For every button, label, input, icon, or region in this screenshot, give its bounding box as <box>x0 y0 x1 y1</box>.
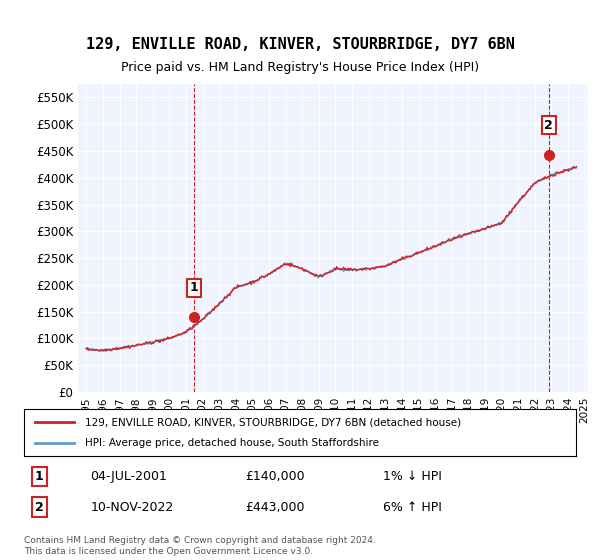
Text: 129, ENVILLE ROAD, KINVER, STOURBRIDGE, DY7 6BN (detached house): 129, ENVILLE ROAD, KINVER, STOURBRIDGE, … <box>85 417 461 427</box>
Text: 04-JUL-2001: 04-JUL-2001 <box>90 470 167 483</box>
Text: 1: 1 <box>190 281 198 295</box>
Text: 2: 2 <box>35 501 44 514</box>
Text: Price paid vs. HM Land Registry's House Price Index (HPI): Price paid vs. HM Land Registry's House … <box>121 60 479 74</box>
Text: 1% ↓ HPI: 1% ↓ HPI <box>383 470 442 483</box>
Text: HPI: Average price, detached house, South Staffordshire: HPI: Average price, detached house, Sout… <box>85 438 379 448</box>
Text: 6% ↑ HPI: 6% ↑ HPI <box>383 501 442 514</box>
Text: 1: 1 <box>35 470 44 483</box>
Text: 10-NOV-2022: 10-NOV-2022 <box>90 501 173 514</box>
Text: Contains HM Land Registry data © Crown copyright and database right 2024.
This d: Contains HM Land Registry data © Crown c… <box>24 536 376 556</box>
Text: £140,000: £140,000 <box>245 470 304 483</box>
Text: 129, ENVILLE ROAD, KINVER, STOURBRIDGE, DY7 6BN: 129, ENVILLE ROAD, KINVER, STOURBRIDGE, … <box>86 38 514 52</box>
Text: £443,000: £443,000 <box>245 501 304 514</box>
Text: 2: 2 <box>544 119 553 132</box>
